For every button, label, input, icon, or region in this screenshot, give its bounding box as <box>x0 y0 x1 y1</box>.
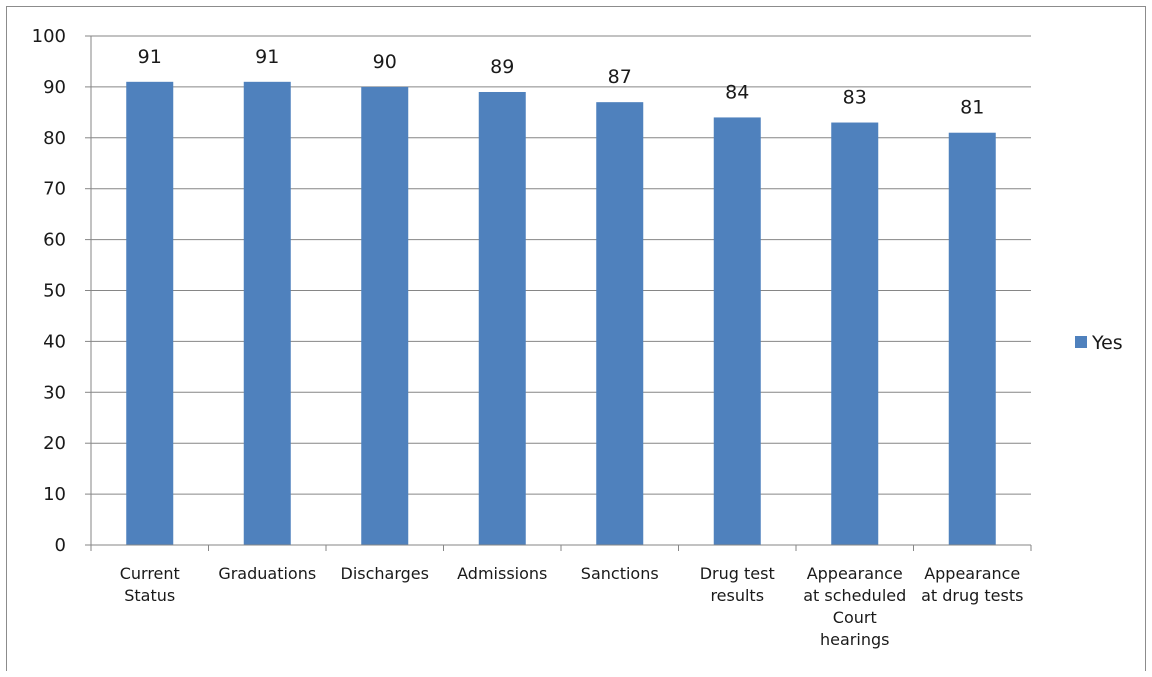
bar-0 <box>126 81 174 545</box>
bars <box>126 81 996 546</box>
x-category-label-5: Drug test results <box>700 564 775 605</box>
labels: 0 10 20 30 40 50 60 70 80 90 100 91 Current Status 91 G… <box>32 26 1024 649</box>
x-category-label-line: Sanctions <box>581 564 659 583</box>
y-tick-label-70: 70 <box>43 179 66 200</box>
x-category-label-0: Current Status <box>120 564 180 605</box>
x-category-label-3: Admissions <box>457 564 547 583</box>
x-category-label-line: Graduations <box>218 564 316 583</box>
data-label-3: 89 <box>490 56 514 78</box>
x-category-label-4: Sanctions <box>581 564 659 583</box>
bar-6 <box>831 122 879 545</box>
y-tick-label-50: 50 <box>43 281 66 302</box>
data-label-6: 83 <box>843 87 867 109</box>
x-category-label-line: Court <box>833 608 877 627</box>
y-tick-label-90: 90 <box>43 77 66 98</box>
x-category-label-line: Admissions <box>457 564 547 583</box>
bar-1 <box>243 81 291 545</box>
axes <box>85 35 1032 551</box>
data-label-5: 84 <box>725 81 749 103</box>
bar-3 <box>478 91 526 546</box>
x-category-label-line: Drug test <box>700 564 775 583</box>
y-tick-label-60: 60 <box>43 230 66 251</box>
data-label-2: 90 <box>373 51 397 73</box>
x-category-label-line: Status <box>124 586 175 605</box>
x-category-label-2: Discharges <box>341 564 429 583</box>
y-tick-label-80: 80 <box>43 128 66 149</box>
x-category-label-line: at drug tests <box>921 586 1023 605</box>
data-label-0: 91 <box>138 46 162 68</box>
y-tick-label-30: 30 <box>43 382 66 403</box>
legend: Yes <box>1075 332 1123 354</box>
y-tick-label-20: 20 <box>43 433 66 454</box>
data-label-4: 87 <box>608 66 632 88</box>
x-category-label-line: Appearance <box>807 564 903 583</box>
data-label-1: 91 <box>255 46 279 68</box>
y-tick-label-10: 10 <box>43 484 66 505</box>
y-tick-label-100: 100 <box>32 26 66 47</box>
y-tick-label-40: 40 <box>43 331 66 352</box>
x-category-label-7: Appearance at drug tests <box>921 564 1023 605</box>
data-label-7: 81 <box>960 97 984 119</box>
bar-4 <box>596 102 644 546</box>
gridlines <box>91 35 1031 495</box>
x-category-label-line: hearings <box>820 630 889 649</box>
chart-frame <box>6 6 1146 671</box>
legend-swatch-yes <box>1075 336 1087 348</box>
x-category-label-1: Graduations <box>218 564 316 583</box>
x-category-label-line: Discharges <box>341 564 429 583</box>
bar-7 <box>948 132 996 545</box>
x-category-label-line: Appearance <box>924 564 1020 583</box>
bar-2 <box>361 86 409 546</box>
x-category-label-line: results <box>710 586 764 605</box>
x-category-label-line: Current <box>120 564 180 583</box>
legend-label-yes: Yes <box>1091 332 1123 354</box>
x-category-label-line: at scheduled <box>803 586 906 605</box>
y-tick-label-0: 0 <box>55 535 66 556</box>
x-category-label-6: Appearance at scheduled Court hearings <box>803 564 906 649</box>
bar-5 <box>713 117 761 545</box>
